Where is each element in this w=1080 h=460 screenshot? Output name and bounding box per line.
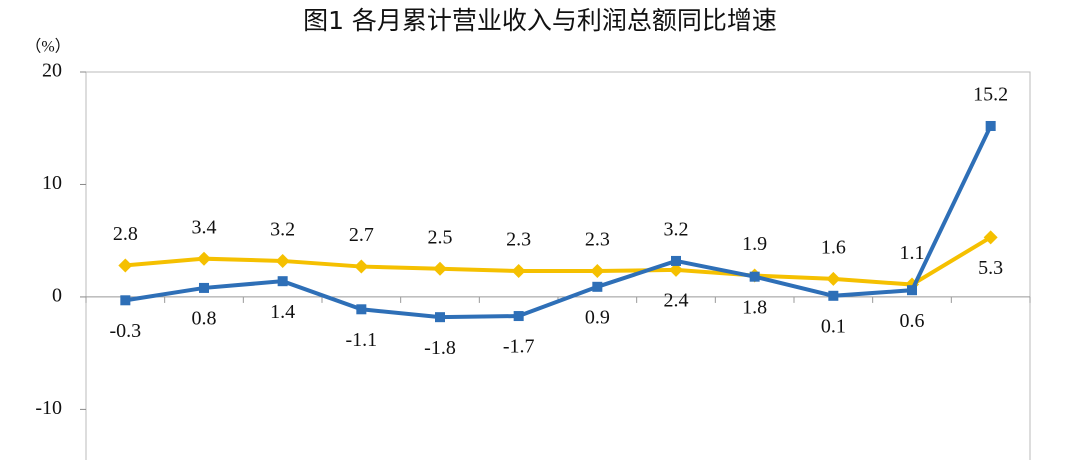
- marker: [435, 312, 445, 323]
- data-label: 1.9: [742, 233, 767, 255]
- marker: [826, 271, 841, 286]
- marker: [277, 276, 288, 287]
- marker: [354, 259, 369, 274]
- data-label: 3.2: [270, 219, 295, 241]
- marker: [275, 253, 290, 268]
- y-tick-label: 10: [42, 172, 62, 194]
- marker: [828, 290, 839, 301]
- data-label: 0.6: [900, 310, 925, 332]
- data-label: 2.7: [349, 224, 374, 246]
- marker: [199, 282, 209, 293]
- data-label: 15.2: [973, 84, 1008, 106]
- marker: [907, 285, 917, 296]
- data-label: 0.9: [585, 306, 610, 328]
- data-label: -0.3: [109, 320, 141, 342]
- data-label: -1.1: [345, 329, 377, 351]
- marker: [671, 255, 681, 266]
- plot-frame: [85, 71, 1031, 460]
- data-label: 0.8: [192, 308, 217, 330]
- y-axis-label: （%）: [25, 38, 70, 56]
- series-line: [125, 235, 992, 287]
- data-label: 3.2: [664, 219, 689, 241]
- data-label: 1.6: [821, 237, 846, 259]
- y-tick-label: 0: [52, 285, 62, 307]
- y-tick-label: 20: [42, 60, 62, 82]
- data-label: 2.3: [506, 229, 531, 251]
- series-line: [125, 125, 993, 320]
- data-label: -1.7: [503, 336, 535, 358]
- data-label: 2.8: [113, 223, 138, 245]
- data-label: 2.4: [664, 290, 689, 312]
- data-label: 2.3: [585, 229, 610, 251]
- marker: [197, 251, 211, 266]
- marker: [511, 264, 526, 279]
- marker: [120, 295, 131, 306]
- marker: [513, 311, 524, 322]
- marker: [118, 258, 133, 273]
- y-tick-label: -10: [35, 397, 62, 419]
- data-label: -1.8: [424, 337, 456, 359]
- marker: [590, 264, 605, 279]
- marker: [983, 230, 998, 245]
- data-label: 0.1: [821, 315, 846, 337]
- data-label: 1.8: [742, 296, 767, 318]
- chart-title: 图1 各月累计营业收入与利润总额同比增速: [303, 6, 777, 35]
- data-label: 3.4: [192, 216, 217, 238]
- marker: [749, 271, 760, 282]
- data-label: 1.1: [900, 242, 925, 264]
- marker: [985, 120, 996, 131]
- marker: [433, 261, 447, 276]
- marker: [356, 304, 367, 315]
- data-label: 2.5: [428, 226, 453, 248]
- marker: [592, 281, 603, 292]
- data-label: 5.3: [978, 257, 1003, 279]
- data-label: 1.4: [270, 301, 295, 323]
- marker: [669, 262, 683, 277]
